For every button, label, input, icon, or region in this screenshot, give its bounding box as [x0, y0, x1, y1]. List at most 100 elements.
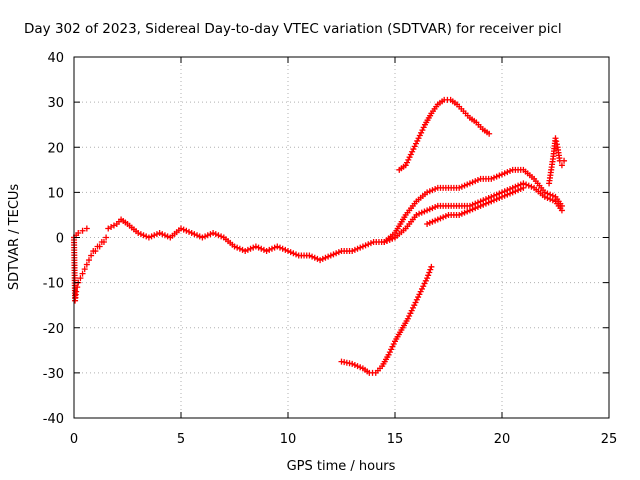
data-point	[501, 192, 508, 199]
data-point	[386, 349, 393, 356]
data-point	[426, 206, 433, 213]
data-point	[520, 184, 527, 191]
data-point	[426, 269, 433, 276]
data-point	[255, 244, 262, 251]
data-point	[416, 210, 423, 217]
data-point	[287, 249, 294, 256]
data-point	[207, 231, 214, 238]
data-point	[499, 193, 505, 200]
data-point	[474, 204, 481, 211]
data-point	[325, 253, 332, 260]
data-point	[418, 285, 425, 292]
data-point	[279, 245, 286, 252]
y-tick-label: -10	[43, 277, 64, 292]
data-point	[432, 217, 439, 224]
data-point	[488, 198, 495, 205]
data-point	[137, 231, 144, 238]
y-tick-label: 20	[47, 141, 64, 156]
data-point	[485, 199, 492, 206]
data-point	[285, 248, 291, 255]
data-point	[359, 243, 366, 250]
data-point	[234, 244, 241, 251]
data-point	[418, 129, 425, 136]
data-point	[429, 218, 436, 225]
data-point	[422, 277, 429, 284]
data-point	[456, 211, 463, 218]
data-point	[490, 174, 497, 181]
data-point	[424, 275, 431, 282]
data-point	[357, 244, 364, 251]
data-point	[159, 231, 166, 238]
data-point	[83, 261, 90, 268]
data-point	[474, 176, 481, 183]
data-point	[552, 135, 559, 142]
data-point	[88, 252, 95, 259]
data-point	[461, 182, 468, 189]
data-point	[547, 196, 554, 203]
series-rising-band-upper	[381, 166, 565, 246]
data-point	[156, 229, 163, 236]
x-tick-label: 20	[494, 432, 511, 447]
series-low-band	[424, 184, 527, 227]
data-point	[434, 216, 441, 223]
data-point	[528, 183, 535, 190]
data-point	[466, 180, 473, 187]
data-point	[488, 175, 495, 182]
data-point	[480, 201, 487, 208]
data-point	[367, 240, 374, 247]
data-point	[553, 138, 560, 145]
data-point	[311, 254, 318, 261]
data-point	[429, 187, 436, 194]
data-point	[469, 179, 476, 186]
data-points	[71, 96, 568, 376]
data-point	[202, 233, 209, 240]
data-point	[362, 242, 369, 249]
data-point	[504, 169, 511, 176]
x-axis-label: GPS time / hours	[287, 459, 396, 474]
data-point	[424, 189, 431, 196]
data-point	[231, 243, 238, 250]
data-point	[464, 181, 471, 188]
data-point	[499, 171, 505, 178]
data-point	[153, 231, 160, 238]
data-point	[183, 227, 190, 234]
data-point	[210, 229, 217, 236]
x-tick-label: 25	[601, 432, 618, 447]
data-point	[493, 173, 500, 180]
data-point	[386, 236, 393, 243]
data-point	[411, 302, 418, 309]
data-point	[309, 253, 316, 260]
data-point	[416, 291, 423, 298]
data-point	[148, 233, 155, 240]
data-point	[212, 231, 219, 238]
data-point	[164, 233, 171, 240]
data-point	[432, 185, 439, 192]
data-point	[199, 234, 206, 241]
data-point	[477, 202, 484, 209]
data-point	[81, 266, 88, 273]
data-point	[271, 244, 278, 251]
y-tick-label: 0	[56, 232, 64, 247]
data-point	[405, 156, 412, 163]
data-point	[135, 229, 142, 236]
data-point	[417, 288, 424, 295]
data-point	[263, 248, 270, 255]
data-point	[416, 132, 423, 139]
data-point	[410, 146, 417, 153]
data-point	[482, 200, 489, 207]
data-point	[178, 225, 184, 232]
data-point	[414, 137, 421, 144]
data-point	[421, 280, 428, 287]
data-point	[458, 210, 465, 217]
data-point	[242, 248, 249, 255]
data-point	[215, 232, 222, 239]
data-point	[420, 124, 427, 131]
data-point	[244, 246, 251, 253]
data-point	[389, 235, 396, 242]
data-point	[349, 360, 356, 367]
data-point	[330, 251, 337, 258]
data-point	[354, 363, 361, 370]
data-point	[357, 364, 364, 371]
data-point	[409, 304, 416, 311]
